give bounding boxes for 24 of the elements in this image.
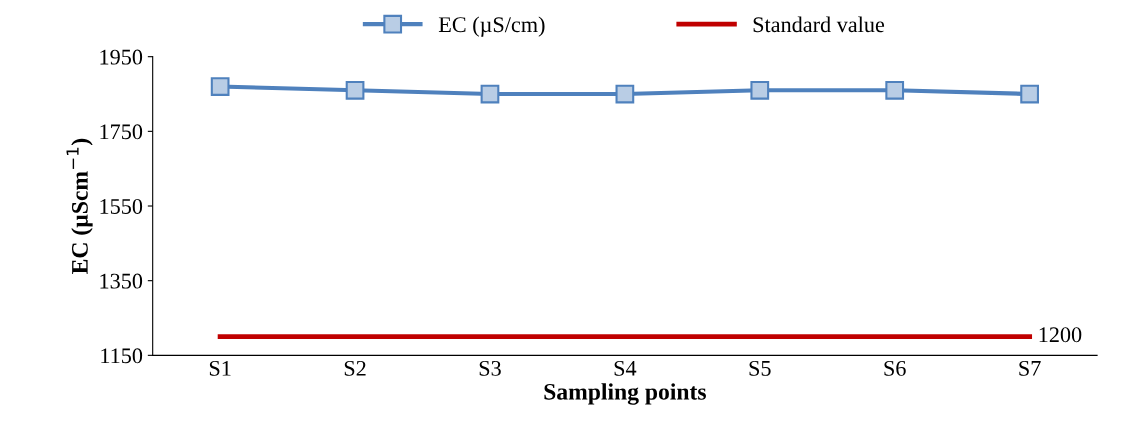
x-tick-label: S7 — [1019, 360, 1041, 376]
point — [1020, 84, 1039, 104]
point — [480, 84, 500, 104]
data-label: 1200 — [1039, 327, 1082, 343]
point — [210, 77, 230, 96]
y-axis-title: EC (µScm$^{−1}$) — [66, 138, 93, 274]
x-tick-label: S4 — [614, 360, 637, 376]
x-tick-label: S6 — [884, 360, 906, 376]
point — [345, 80, 365, 100]
legend-label: Standard value — [753, 16, 885, 33]
point — [885, 80, 905, 100]
x-tick-label: S5 — [749, 360, 771, 376]
y-tick-label: 1150 — [101, 348, 143, 364]
x-axis-title: Sampling points — [544, 383, 706, 405]
x-tick-label: S1 — [209, 360, 231, 376]
y-tick-label: 1350 — [100, 273, 143, 289]
y-tick-label: 1550 — [100, 198, 143, 214]
x-tick-label: S3 — [479, 360, 501, 376]
y-tick-label: 1950 — [100, 49, 143, 65]
x-tick-label: S2 — [344, 360, 366, 376]
y-tick-label: 1750 — [100, 124, 143, 140]
legend-label: EC (µS/cm) — [438, 16, 545, 37]
point — [750, 80, 770, 100]
point — [615, 84, 635, 104]
